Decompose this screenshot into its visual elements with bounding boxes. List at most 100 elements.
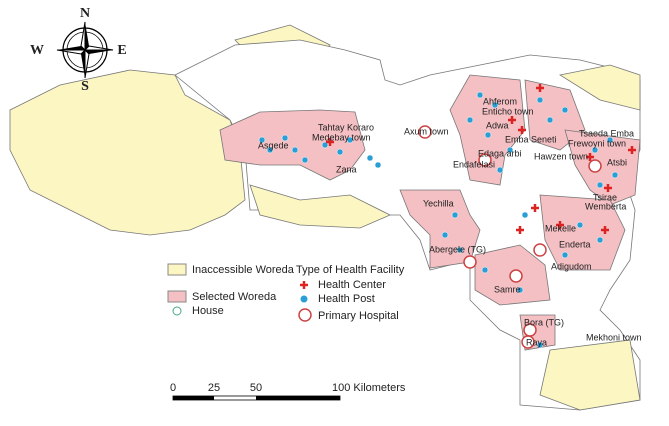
legend-label: Primary Hospital	[318, 310, 399, 322]
health-center	[516, 226, 524, 234]
legend: Inaccessible Woreda Selected Woreda Hous…	[167, 263, 405, 322]
selected-area	[219, 109, 366, 181]
health-post	[611, 171, 619, 179]
place-label: Tsaeda Emba	[579, 128, 634, 138]
compass-point	[81, 50, 85, 78]
health-post	[506, 146, 514, 154]
place-label: Zana	[336, 164, 357, 174]
compass: N S E W	[30, 6, 127, 94]
place-label: Tsirae	[593, 192, 617, 202]
place-label: Enderta	[559, 239, 591, 249]
legend-icon	[300, 281, 308, 289]
compass-label: E	[117, 43, 126, 58]
place-label: Mekelle	[545, 223, 576, 233]
health-post	[484, 131, 492, 139]
compass-label: N	[80, 6, 90, 21]
health-post	[476, 91, 484, 99]
place-label: Samre	[494, 284, 521, 294]
health-post	[258, 136, 266, 144]
health-center	[518, 126, 526, 134]
health-center	[326, 138, 334, 146]
scale-label: 0	[170, 382, 176, 394]
health-post	[606, 136, 614, 144]
compass-point	[56, 49, 87, 55]
compass-point	[85, 22, 89, 50]
legend-icon	[298, 308, 312, 322]
compass-point	[83, 45, 114, 51]
legend-icon	[300, 295, 308, 303]
inaccessible-area	[539, 339, 641, 411]
health-post	[301, 156, 309, 164]
place-label: Bora (TG)	[524, 317, 564, 327]
scale-label: 25	[208, 382, 220, 394]
legend-label: House	[192, 305, 224, 317]
place-label: Mekhoni town	[586, 332, 642, 342]
health-post	[516, 286, 524, 294]
primary-hospital	[463, 255, 477, 269]
health-post	[536, 341, 544, 349]
legend-label: Health Center	[318, 279, 386, 291]
health-post	[336, 148, 344, 156]
legend-icon	[172, 306, 182, 316]
place-label: Abergele (TG)	[429, 244, 486, 254]
health-post	[546, 116, 554, 124]
health-center	[604, 184, 612, 192]
place-label: Endafelasi	[453, 159, 495, 169]
health-post	[366, 154, 374, 162]
legend-label: Selected Woreda	[192, 291, 277, 303]
health-post	[561, 106, 569, 114]
place-label: Emba Seneti	[505, 134, 557, 144]
legend-swatch	[167, 290, 187, 303]
place-label: Hawzen town	[534, 151, 588, 161]
place-label: Adigudom	[551, 261, 592, 271]
compass-label: W	[30, 43, 44, 58]
health-center	[531, 204, 539, 212]
compass-label: S	[81, 79, 89, 94]
health-post	[346, 136, 354, 144]
inaccessible-area	[249, 184, 391, 229]
health-post	[374, 161, 382, 169]
health-post	[441, 231, 449, 239]
health-post	[291, 146, 299, 154]
inaccessible-area	[9, 69, 246, 236]
facility-markers	[258, 84, 636, 349]
place-label: Edaga arbi	[478, 148, 522, 158]
place-label: Atsbi	[607, 157, 627, 167]
primary-hospital	[418, 125, 432, 139]
health-post	[451, 211, 459, 219]
health-center	[508, 116, 516, 124]
place-label: Medebay town	[312, 132, 371, 142]
primary-hospital	[533, 243, 547, 257]
regions	[9, 24, 641, 411]
selected-area	[449, 74, 526, 186]
place-label: Axum town	[404, 126, 449, 136]
place-label: Enticho town	[482, 106, 534, 116]
scale-label: 100 Kilometers	[332, 382, 406, 394]
health-post	[466, 116, 474, 124]
legend-swatch	[167, 263, 187, 276]
place-label: Ahferom	[483, 96, 517, 106]
health-post	[481, 266, 489, 274]
health-center	[536, 84, 544, 92]
place-label: Frewoyni town	[568, 138, 626, 148]
place-label: Tahtay Koraro	[318, 122, 374, 132]
selected-area	[539, 194, 626, 271]
health-post	[321, 141, 329, 149]
compass-point	[57, 46, 85, 50]
health-post	[266, 146, 274, 154]
place-label: Raya	[526, 337, 547, 347]
legend-label: Inaccessible Woreda	[192, 264, 295, 276]
health-post	[491, 101, 499, 109]
scale-bar-segment	[173, 396, 214, 400]
compass-point	[84, 48, 90, 79]
health-post	[521, 211, 529, 219]
health-post	[576, 221, 584, 229]
place-label: Wemberta	[585, 201, 626, 211]
health-center	[586, 153, 594, 161]
place-label: Asgede	[258, 140, 289, 150]
health-center	[601, 226, 609, 234]
health-post	[496, 166, 504, 174]
scale-bar-segment	[256, 396, 340, 400]
health-post	[596, 236, 604, 244]
